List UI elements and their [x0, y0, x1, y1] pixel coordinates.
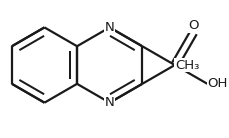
Text: CH₃: CH₃ — [174, 59, 198, 71]
Text: OH: OH — [207, 77, 227, 90]
Text: N: N — [104, 21, 114, 34]
Text: N: N — [104, 96, 114, 109]
Text: O: O — [188, 19, 198, 32]
